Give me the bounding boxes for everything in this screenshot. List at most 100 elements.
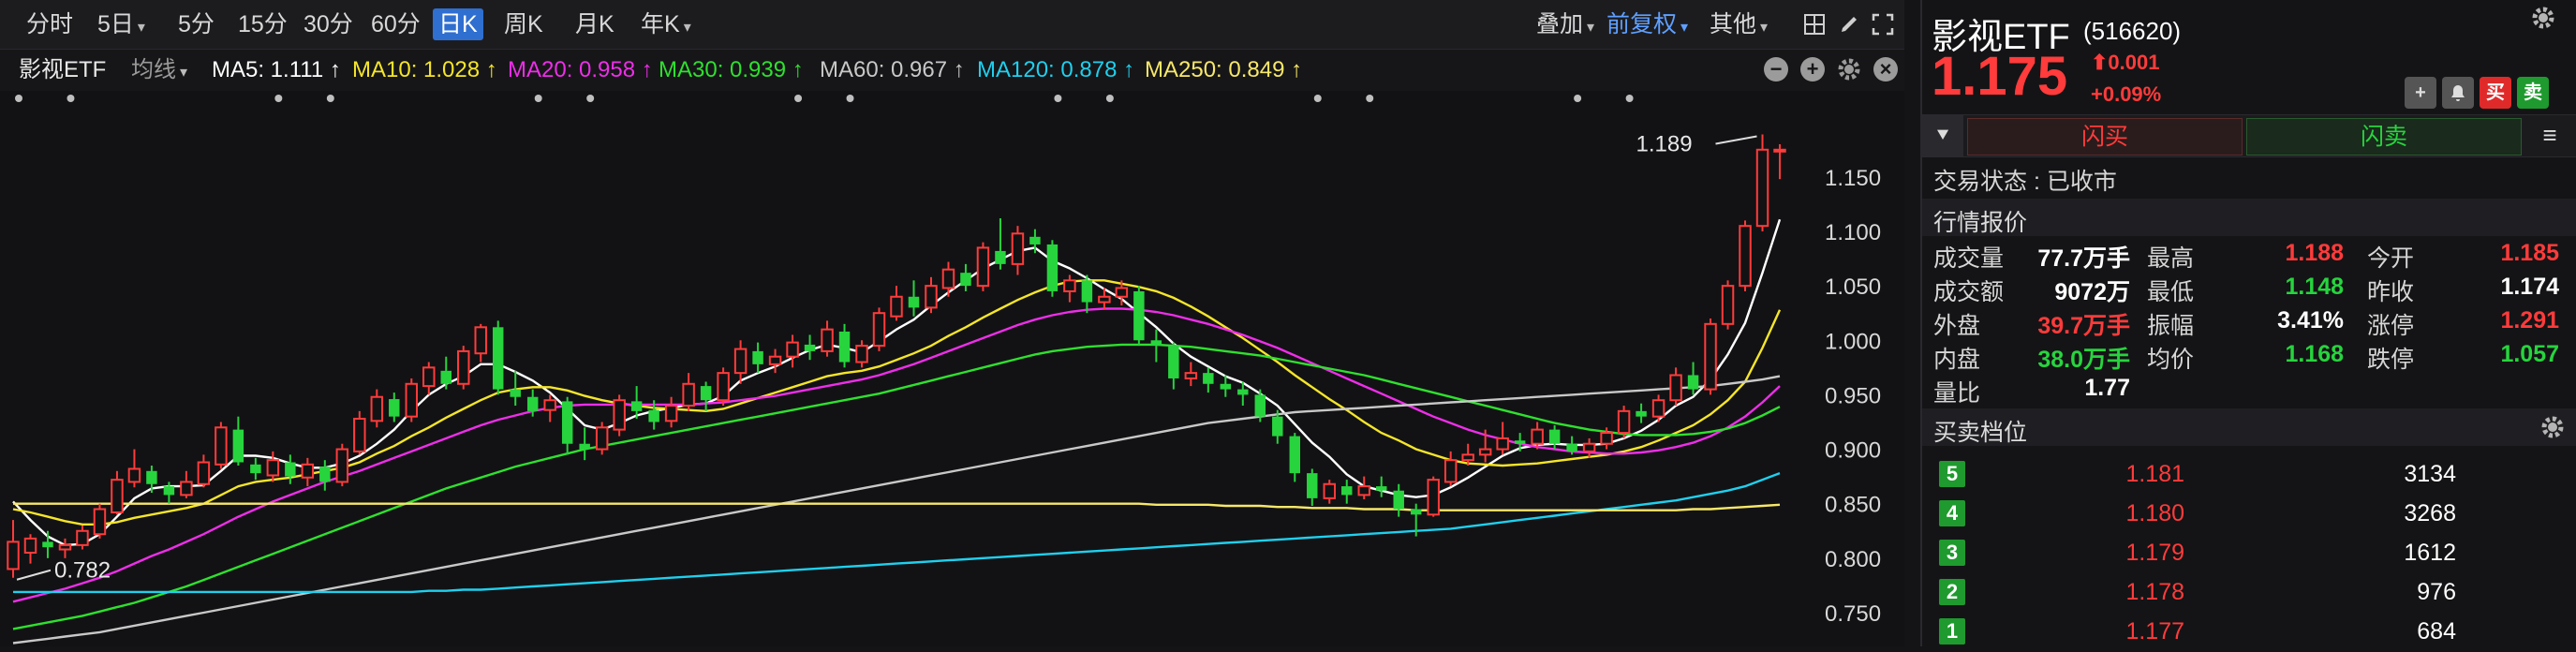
flash-trade-bar: ⯆ 闪买 闪卖 ≡	[1922, 114, 2576, 157]
orderbook-row[interactable]: 1 1.177 684	[1922, 615, 2576, 652]
candle-body-down	[492, 327, 504, 390]
candle-body-up	[197, 461, 211, 485]
candle-body-up	[976, 246, 990, 288]
candle-body-down	[526, 396, 539, 411]
security-code: (516620)	[2083, 17, 2182, 45]
period-tab-8[interactable]: 月K	[570, 8, 620, 40]
orderbook-row[interactable]: 5 1.181 3134	[1922, 457, 2576, 495]
chart-settings-gear-icon[interactable]	[1837, 57, 1861, 82]
candle-body-up	[7, 541, 20, 570]
orderbook-settings-gear-icon[interactable]	[2540, 415, 2565, 439]
candle-body-up	[872, 312, 886, 348]
candle-body-down	[285, 462, 296, 477]
menu-icon[interactable]: ≡	[2542, 121, 2557, 149]
marker-dot	[1366, 95, 1374, 102]
marker-dot	[534, 95, 542, 102]
orderbook-quantity: 976	[2417, 579, 2456, 605]
candle-body-up	[1496, 437, 1509, 451]
alert-bell-icon[interactable]	[2442, 77, 2474, 109]
candle-body-up	[1755, 148, 1769, 228]
y-tick-label: 0.750	[1825, 601, 1881, 627]
low-price-label: 0.782	[54, 558, 111, 584]
kline-chart[interactable]: 1.150 1.100 1.050 1.000 0.950 0.900 0.850 0.800…	[0, 91, 1904, 646]
candle-body-up	[457, 349, 470, 385]
candle-body-down	[1237, 389, 1249, 395]
orderbook-row[interactable]: 4 1.180 3268	[1922, 496, 2576, 534]
candle-body-down	[250, 464, 261, 474]
marker-dot	[1574, 95, 1582, 102]
other-menu[interactable]: 其他 ▾	[1710, 11, 1769, 37]
adjust-menu[interactable]: 前复权 ▾	[1606, 11, 1689, 37]
stat-label: 振幅	[2147, 313, 2195, 339]
flash-buy-button[interactable]: 闪买	[1967, 118, 2243, 156]
orderbook-price: 1.179	[2125, 540, 2184, 566]
candle-body-down	[1410, 509, 1422, 515]
kline-chart-svg[interactable]: 1.150 1.100 1.050 1.000 0.950 0.900 0.850 0.800…	[0, 91, 1904, 646]
candle-body-up	[1721, 285, 1735, 325]
sell-button[interactable]: 卖	[2517, 77, 2549, 109]
candle-body-down	[1272, 416, 1283, 437]
ma-line-ma250	[13, 502, 1781, 511]
stat-value: 1.168	[2285, 341, 2344, 367]
period-tab-1[interactable]: 5日 ▾	[92, 8, 151, 40]
high-annotation-arrow	[1715, 135, 1757, 145]
period-tab-5[interactable]: 60分	[365, 8, 426, 40]
ma-legend-item: MA5: 1.111 ↑	[212, 57, 341, 82]
panel-settings-gear-icon[interactable]	[2531, 6, 2555, 30]
period-tab-label: 60分	[371, 11, 421, 37]
candle-body-up	[682, 382, 695, 408]
period-tab-4[interactable]: 30分	[298, 8, 359, 40]
stat-label: 昨收	[2367, 279, 2415, 305]
period-tab-3[interactable]: 15分	[232, 8, 293, 40]
period-tab-6[interactable]: 日K	[433, 8, 483, 40]
y-tick-label: 1.050	[1825, 274, 1881, 300]
candle-body-down	[319, 467, 331, 482]
candle-body-up	[1651, 399, 1666, 418]
draw-pen-icon[interactable]	[1838, 13, 1860, 36]
period-tab-7[interactable]: 周K	[498, 8, 549, 40]
candle-body-down	[1254, 394, 1266, 417]
orderbook-quantity: 684	[2417, 618, 2456, 645]
candle-body-up	[93, 508, 107, 536]
overlay-menu[interactable]: 叠加 ▾	[1536, 11, 1595, 37]
fullscreen-icon[interactable]	[1872, 13, 1894, 36]
ma-legend-item: MA250: 0.849 ↑	[1145, 57, 1303, 82]
candle-body-up	[595, 426, 609, 451]
stat-value: 1.77	[2084, 375, 2130, 401]
candle-body-up	[1582, 442, 1596, 452]
candle-body-up	[127, 467, 141, 483]
flash-sell-button[interactable]: 闪卖	[2246, 118, 2522, 156]
grid-layout-icon[interactable]	[1803, 13, 1826, 36]
candle-body-down	[1220, 383, 1232, 390]
chevron-down-icon: ▾	[683, 20, 691, 36]
period-tab-label: 分时	[26, 11, 74, 37]
orderbook-row[interactable]: 3 1.179 1612	[1922, 536, 2576, 573]
last-price: 1.175	[1932, 46, 2068, 107]
add-watchlist-button[interactable]: +	[2405, 77, 2436, 109]
candle-body-up	[733, 348, 748, 375]
marker-dot	[846, 95, 854, 102]
ma-line-ma30	[12, 343, 1781, 630]
candle-body-up	[890, 295, 903, 318]
stat-value: 39.7万手	[2037, 313, 2130, 339]
ma-type-select[interactable]: 均线 ▾	[131, 57, 188, 82]
period-tab-0[interactable]: 分时	[21, 8, 79, 40]
period-tab-9[interactable]: 年K ▾	[635, 8, 697, 40]
candle-body-down	[163, 486, 175, 496]
orderbook-row[interactable]: 2 1.178 976	[1922, 575, 2576, 613]
candle-body-down	[440, 370, 452, 384]
period-tab-2[interactable]: 5分	[172, 8, 220, 40]
candle-body-down	[1168, 346, 1179, 378]
close-chart-icon[interactable]: ×	[1873, 57, 1898, 82]
stat-label: 成交额	[1933, 279, 2005, 305]
candle-body-up	[111, 479, 124, 513]
marker-dot	[586, 95, 595, 102]
zoom-in-icon[interactable]: +	[1800, 57, 1825, 82]
zoom-out-icon[interactable]: −	[1764, 57, 1788, 82]
candle-body-up	[405, 382, 419, 418]
collapse-arrow-icon[interactable]: ⯆	[1922, 115, 1963, 156]
candle-body-up	[768, 355, 782, 365]
buy-button[interactable]: 买	[2480, 77, 2511, 109]
candle-body-down	[1289, 436, 1301, 474]
stat-value: 1.057	[2500, 341, 2559, 367]
